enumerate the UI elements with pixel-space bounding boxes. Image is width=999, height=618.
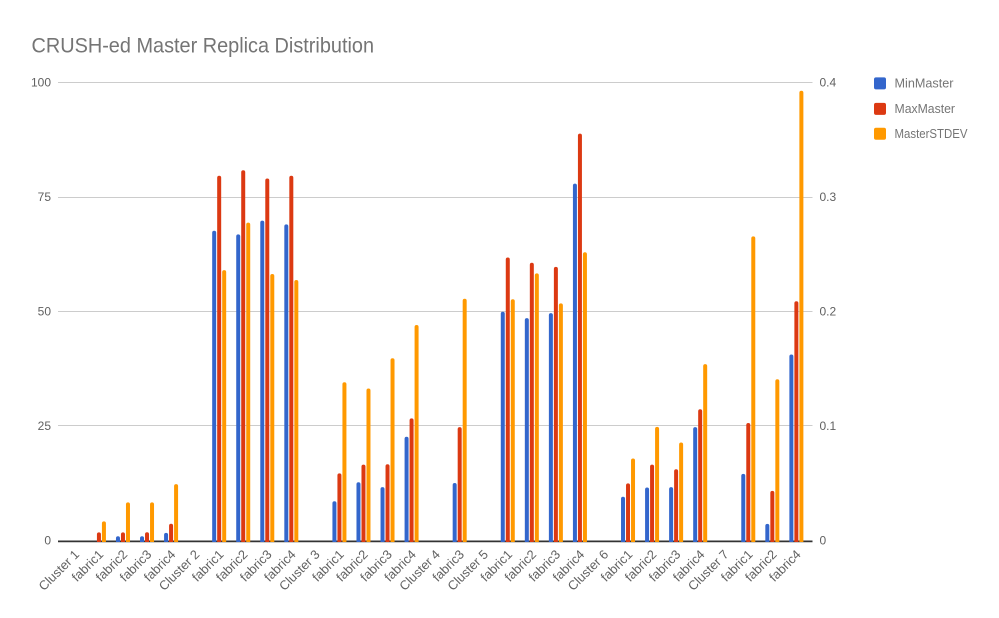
svg-text:MasterSTDEV: MasterSTDEV (895, 126, 968, 141)
svg-text:0: 0 (44, 533, 51, 547)
svg-text:50: 50 (38, 305, 52, 319)
svg-text:0.2: 0.2 (820, 305, 837, 319)
svg-text:25: 25 (38, 419, 52, 433)
svg-text:0: 0 (820, 533, 827, 547)
svg-text:75: 75 (38, 190, 52, 204)
svg-text:0.3: 0.3 (820, 190, 837, 204)
svg-text:0.1: 0.1 (820, 419, 837, 433)
svg-text:CRUSH-ed Master Replica Distri: CRUSH-ed Master Replica Distribution (32, 35, 375, 58)
svg-text:MinMaster: MinMaster (895, 76, 955, 91)
svg-text:MaxMaster: MaxMaster (895, 101, 956, 116)
svg-text:0.4: 0.4 (820, 76, 837, 90)
svg-text:100: 100 (31, 76, 51, 90)
